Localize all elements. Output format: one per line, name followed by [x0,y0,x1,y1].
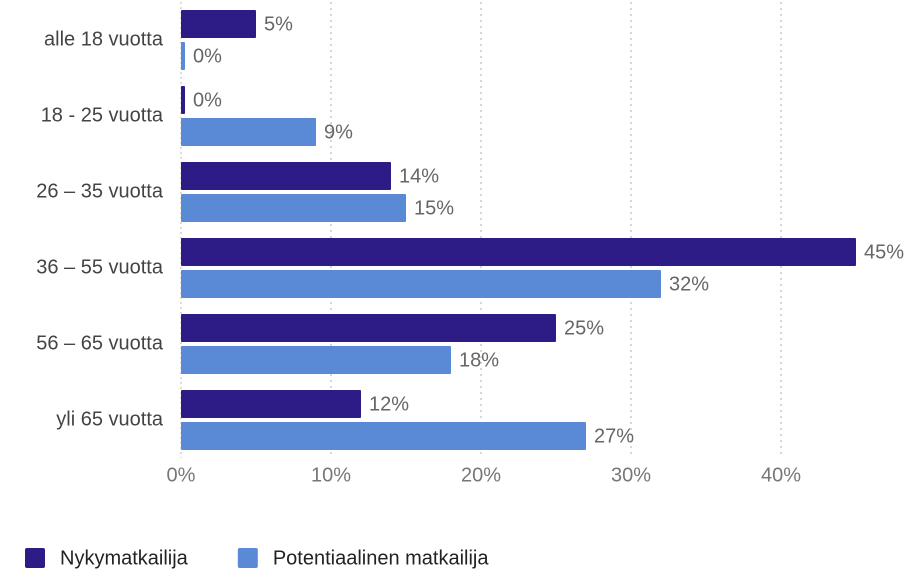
x-tick-label: 30% [611,464,651,486]
bar [181,162,391,190]
x-tick-label: 20% [461,464,501,486]
value-label: 9% [324,121,353,143]
y-tick-label: 26 – 35 vuotta [36,180,164,202]
value-label: 12% [369,393,409,415]
y-tick-label: 18 - 25 vuotta [41,104,164,126]
bar [181,422,586,450]
bar [181,238,856,266]
legend-swatch [25,548,45,568]
y-tick-label: alle 18 vuotta [44,28,164,50]
value-label: 18% [459,349,499,371]
bar [181,86,185,114]
legend-label: Nykymatkailija [60,547,189,569]
value-label: 25% [564,317,604,339]
bar [181,390,361,418]
bar [181,194,406,222]
legend-swatch [237,548,258,568]
bar [181,42,185,70]
bar [181,118,316,146]
bar [181,10,256,38]
value-label: 14% [399,165,439,187]
y-tick-label: 56 – 65 vuotta [36,332,164,354]
x-tick-label: 10% [311,464,351,486]
value-label: 5% [264,13,293,35]
x-tick-label: 40% [761,464,801,486]
value-label: 0% [193,89,222,111]
y-tick-label: yli 65 vuotta [56,408,164,430]
y-tick-label: 36 – 55 vuotta [36,256,164,278]
legend-label: Potentiaalinen matkailija [273,547,490,569]
value-label: 45% [864,241,904,263]
bar [181,314,556,342]
bar [181,346,451,374]
value-label: 15% [414,197,454,219]
x-tick-label: 0% [167,464,196,486]
value-label: 27% [594,425,634,447]
value-label: 32% [669,273,709,295]
value-label: 0% [193,45,222,67]
bar [181,270,661,298]
